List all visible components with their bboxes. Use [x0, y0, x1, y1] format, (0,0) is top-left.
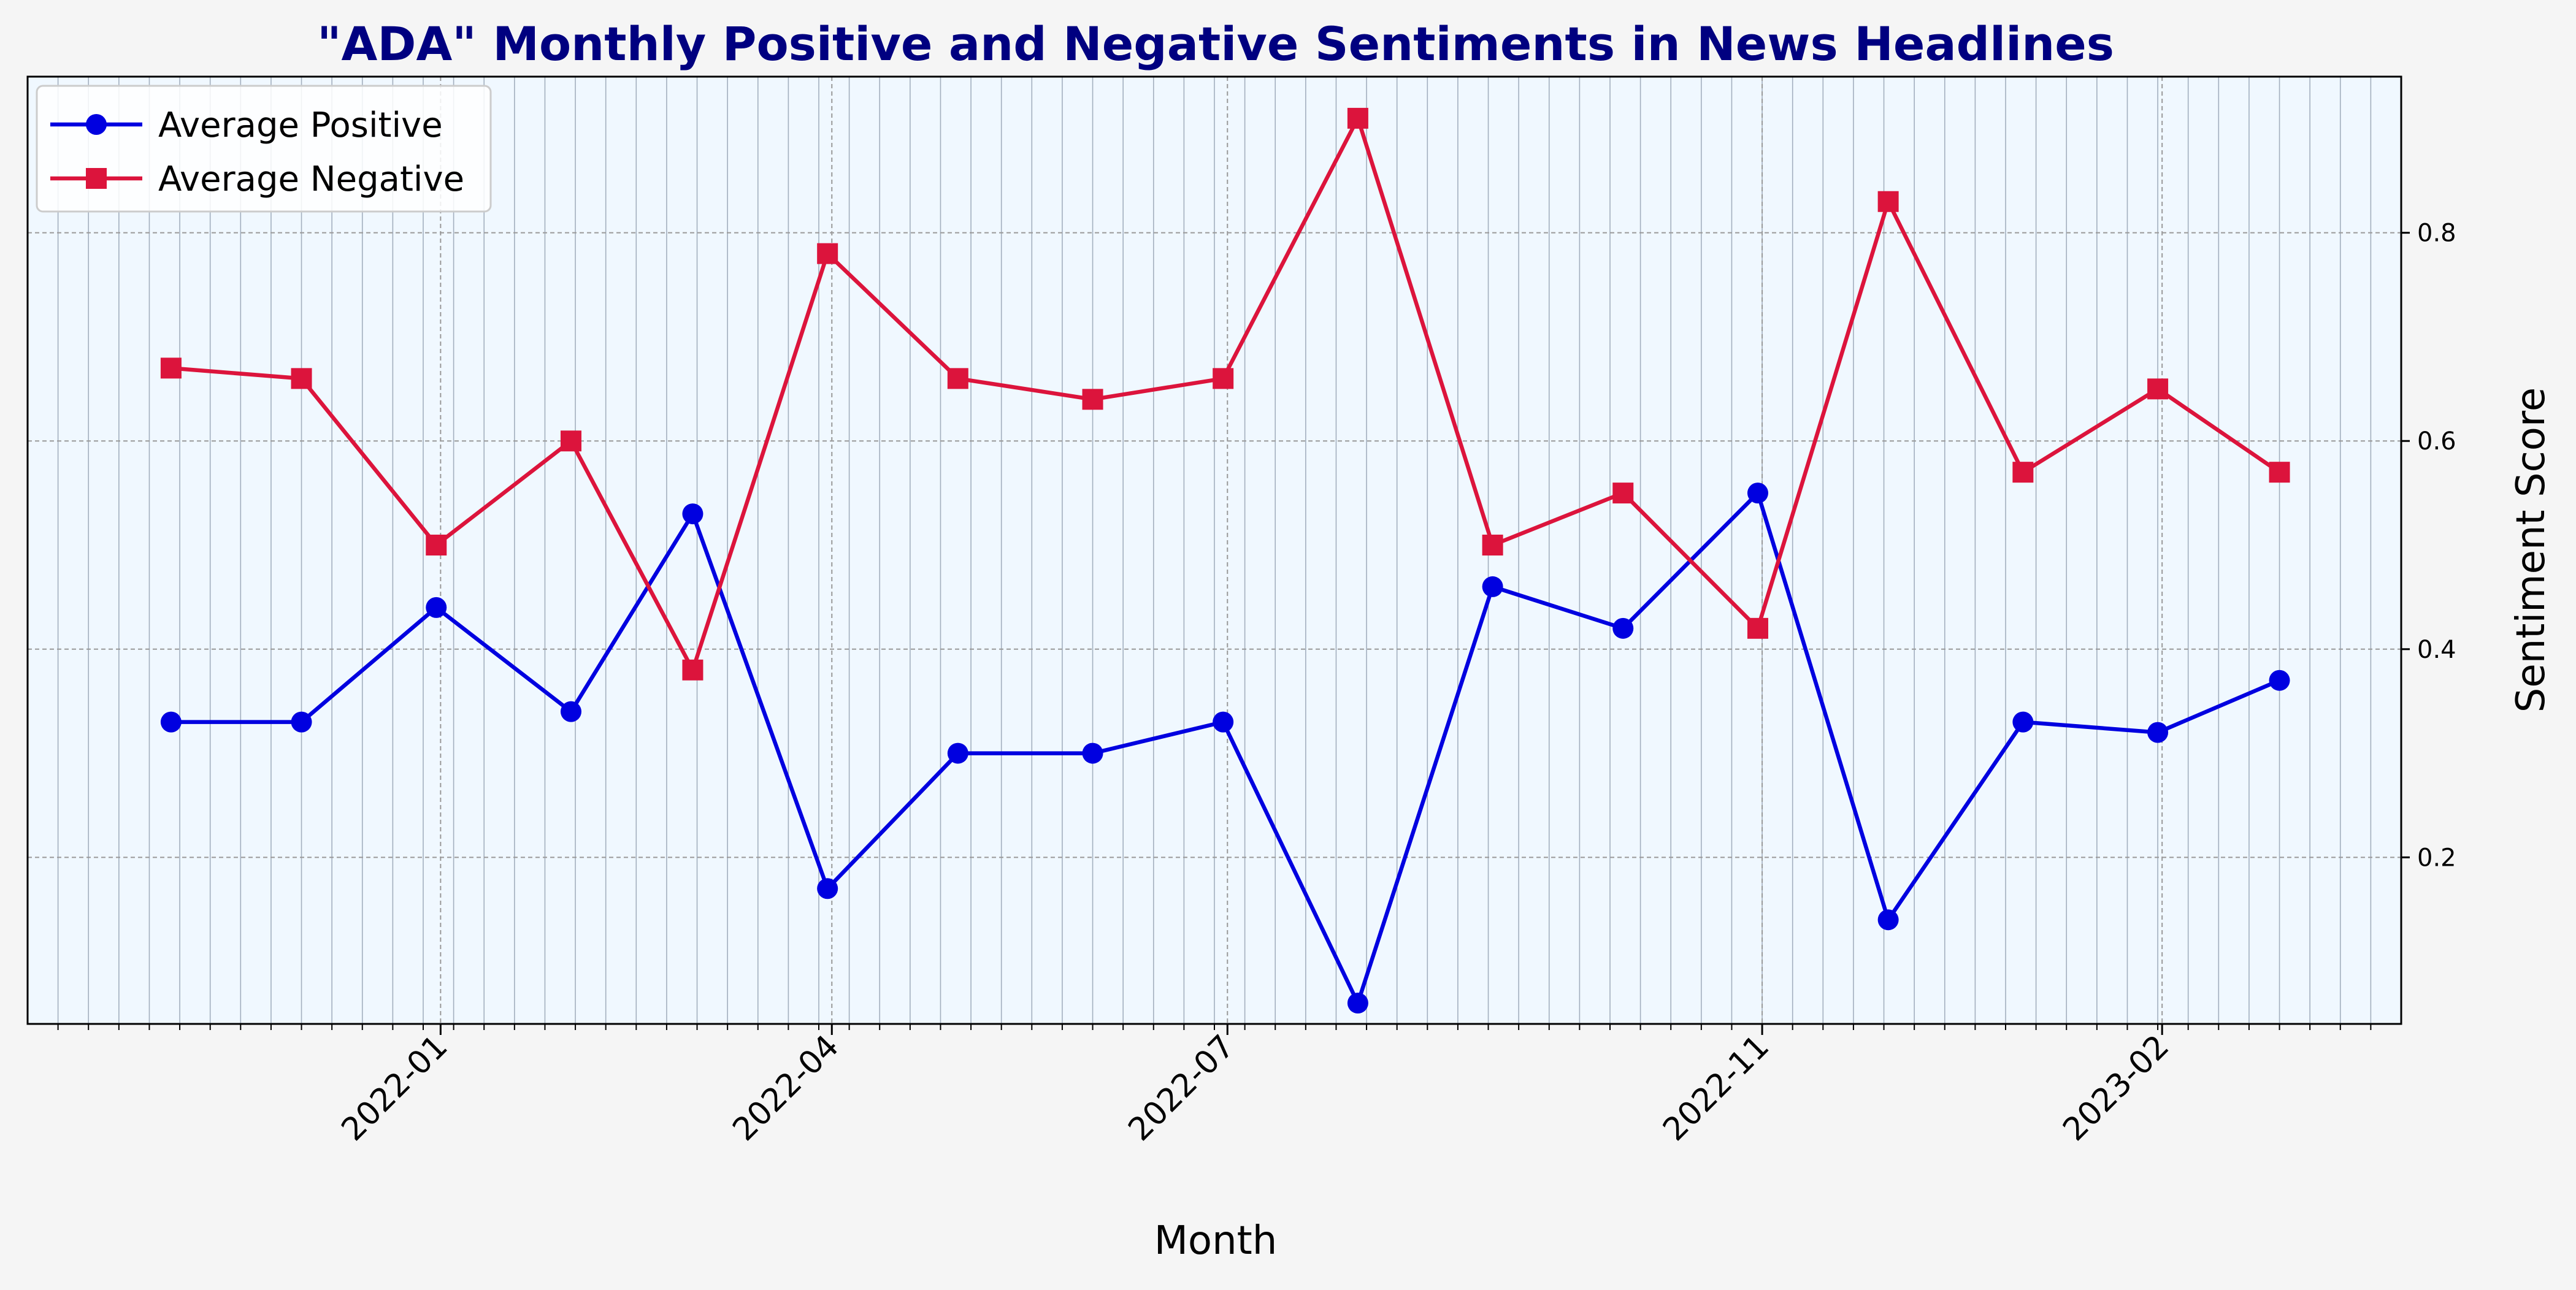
legend-marker-circle — [86, 114, 107, 135]
data-point-square — [1347, 107, 1368, 129]
y-axis-label: Sentiment Score — [2509, 387, 2554, 712]
x-tick-label: 2023-02 — [2056, 1028, 2176, 1148]
data-point-circle — [1213, 711, 1234, 733]
data-point-circle — [1082, 742, 1103, 764]
data-point-square — [1747, 617, 1768, 639]
x-tick-label: 2022-07 — [1121, 1028, 1241, 1148]
x-tick-label: 2022-11 — [1656, 1028, 1776, 1148]
x-tick-label: 2022-01 — [334, 1028, 454, 1148]
data-point-circle — [682, 503, 703, 525]
data-point-square — [160, 357, 182, 379]
data-point-circle — [1747, 483, 1768, 504]
data-point-circle — [1612, 617, 1634, 639]
data-point-square — [1612, 483, 1634, 504]
data-point-circle — [817, 878, 838, 899]
chart-title: "ADA" Monthly Positive and Negative Sent… — [317, 17, 2114, 71]
data-point-square — [291, 368, 312, 389]
data-point-circle — [560, 701, 581, 722]
data-point-square — [2269, 462, 2290, 483]
data-point-square — [817, 243, 838, 264]
data-point-circle — [426, 597, 447, 618]
data-point-square — [426, 535, 447, 556]
data-point-circle — [160, 711, 182, 733]
data-point-square — [1482, 535, 1503, 556]
data-point-circle — [2269, 670, 2290, 691]
data-point-circle — [2147, 722, 2169, 743]
x-axis: 2022-01 2022-04 2022-07 2022-11 2023-02 — [57, 1024, 2372, 1148]
data-point-circle — [1877, 909, 1899, 931]
x-tick-label: 2022-04 — [726, 1028, 846, 1148]
data-point-square — [2012, 462, 2034, 483]
data-point-circle — [1482, 576, 1503, 597]
data-point-square — [560, 430, 581, 452]
grid — [28, 77, 2401, 1024]
legend-label: Average Positive — [158, 105, 443, 145]
y-tick-label: 0.2 — [2417, 844, 2456, 872]
data-point-square — [947, 368, 968, 389]
data-point-circle — [947, 742, 968, 764]
data-point-circle — [2012, 711, 2034, 733]
legend-box — [36, 85, 492, 213]
legend: Average Positive Average Negative — [36, 85, 492, 213]
data-point-square — [2147, 378, 2169, 400]
data-point-square — [1082, 389, 1103, 410]
y-axis: 0.2 0.4 0.6 0.8 — [2401, 219, 2456, 872]
data-point-circle — [1347, 993, 1368, 1014]
data-point-square — [1877, 191, 1899, 212]
legend-marker-square — [86, 168, 107, 189]
data-point-square — [682, 659, 703, 681]
y-tick-label: 0.8 — [2417, 219, 2456, 248]
y-tick-label: 0.6 — [2417, 427, 2456, 456]
data-point-circle — [291, 711, 312, 733]
y-tick-label: 0.4 — [2417, 636, 2456, 664]
x-axis-label: Month — [1154, 1218, 1278, 1264]
data-point-square — [1213, 368, 1234, 389]
legend-label: Average Negative — [158, 159, 464, 199]
series-layer — [160, 107, 2290, 1014]
